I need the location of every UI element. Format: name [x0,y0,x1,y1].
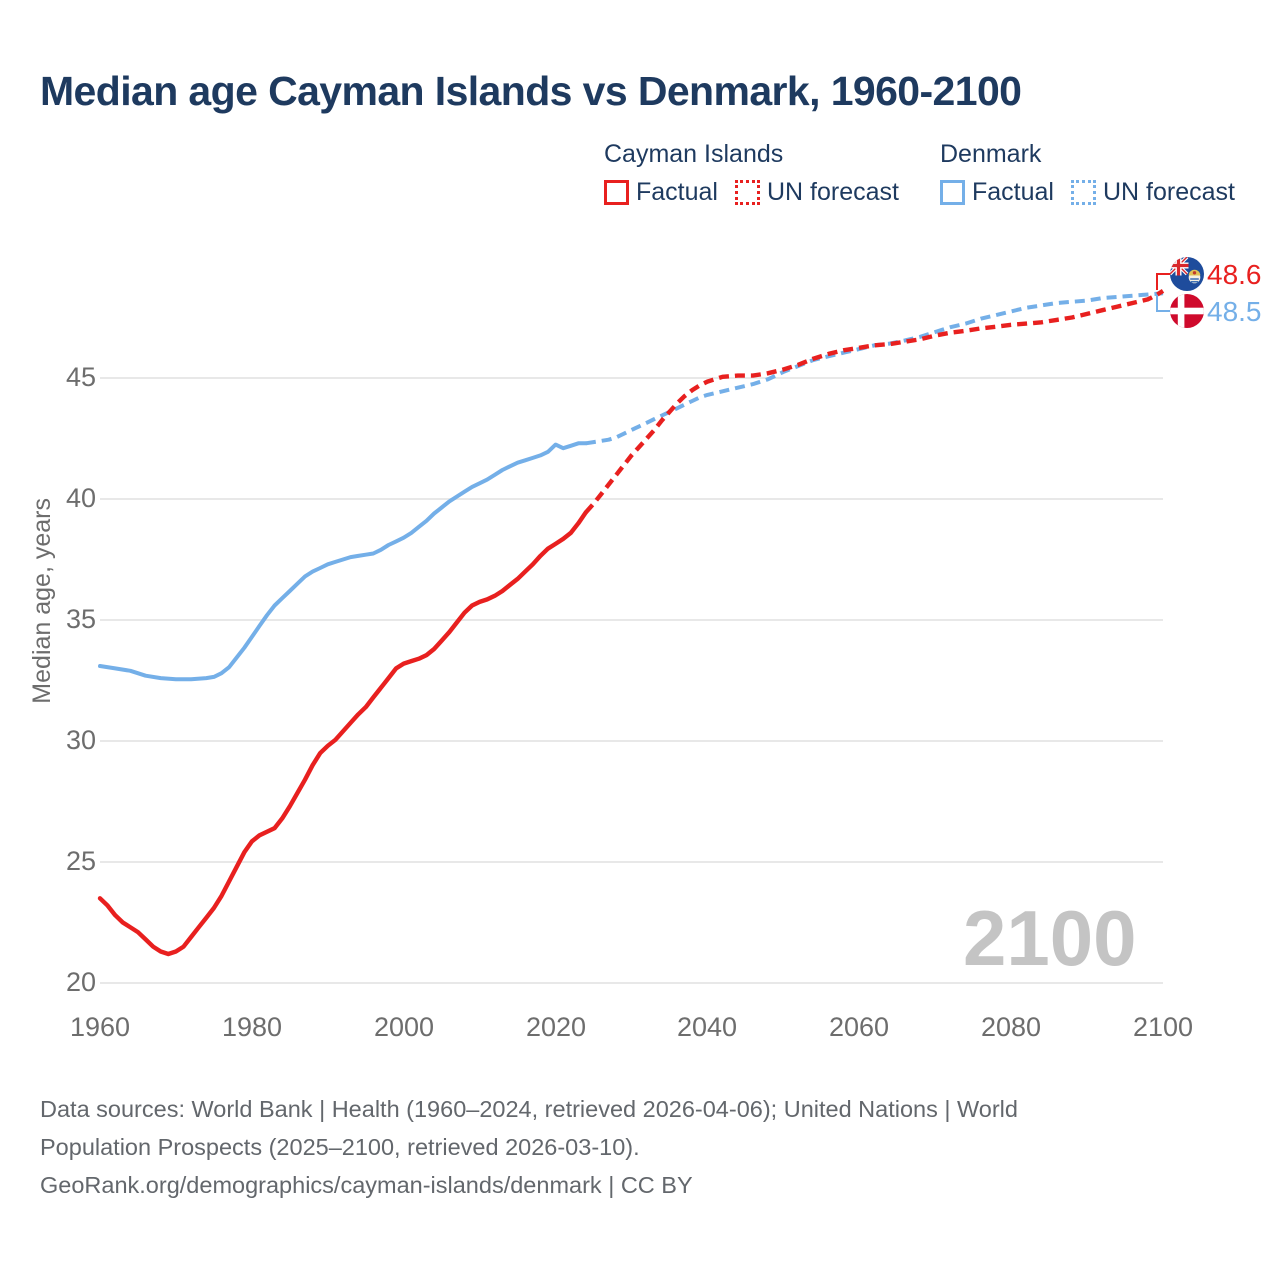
x-tick-2000: 2000 [373,1012,435,1042]
cayman-factual-swatch [604,180,629,205]
denmark-flag-icon [1170,294,1204,328]
x-tick-2060: 2060 [828,1012,890,1042]
legend-item-label: Factual [972,178,1054,206]
legend-item-label: UN forecast [766,178,899,206]
legend-group-title: Denmark [940,140,1042,168]
y-tick-45: 45 [65,362,96,392]
y-tick-40: 40 [65,483,96,513]
legend-group-title: Cayman Islands [604,140,784,168]
y-axis-title: Median age, years [28,498,56,704]
x-tick-2020: 2020 [525,1012,587,1042]
cayman-islands-flag-icon [1170,257,1204,291]
legend-group-denmark: Denmark Factual UN forecast [940,140,1252,207]
gridlines [100,377,1163,984]
x-tick-1980: 1980 [221,1012,283,1042]
denmark-forecast-line [585,291,1164,446]
denmark-endlabel-connector [1156,295,1170,312]
legend-item-label: Factual [636,178,718,206]
year-watermark: 2100 [963,894,1137,982]
x-tick-2040: 2040 [676,1012,738,1042]
x-tick-2080: 2080 [980,1012,1042,1042]
cayman-forecast-line [584,289,1165,514]
x-tick-1960: 1960 [69,1012,131,1042]
denmark-forecast-swatch [1070,180,1096,205]
data-sources-line: Population Prospects (2025–2100, retriev… [40,1134,640,1160]
cayman-forecast-swatch [734,180,760,205]
y-tick-25: 25 [65,846,96,876]
cayman-end-value: 48.6 [1207,259,1262,290]
denmark-end-value: 48.5 [1207,296,1262,327]
data-sources: Data sources: World Bank | Health (1960–… [40,1090,1220,1204]
chart-title: Median age Cayman Islands vs Denmark, 19… [40,68,1022,114]
denmark-factual-line [98,441,588,682]
denmark-factual-swatch [940,180,965,205]
cayman-endlabel-connector [1156,273,1170,290]
cayman-factual-line [97,510,589,957]
legend: Cayman Islands Factual UN forecast Denma… [604,140,1252,207]
x-tick-2100: 2100 [1132,1012,1194,1042]
y-tick-35: 35 [65,604,96,634]
y-tick-20: 20 [65,967,96,997]
y-tick-30: 30 [65,725,96,755]
legend-item-label: UN forecast [1102,178,1235,206]
data-sources-line: Data sources: World Bank | Health (1960–… [40,1096,1018,1122]
legend-group-cayman: Cayman Islands Factual UN forecast [604,140,940,207]
attribution-line: GeoRank.org/demographics/cayman-islands/… [40,1172,693,1198]
